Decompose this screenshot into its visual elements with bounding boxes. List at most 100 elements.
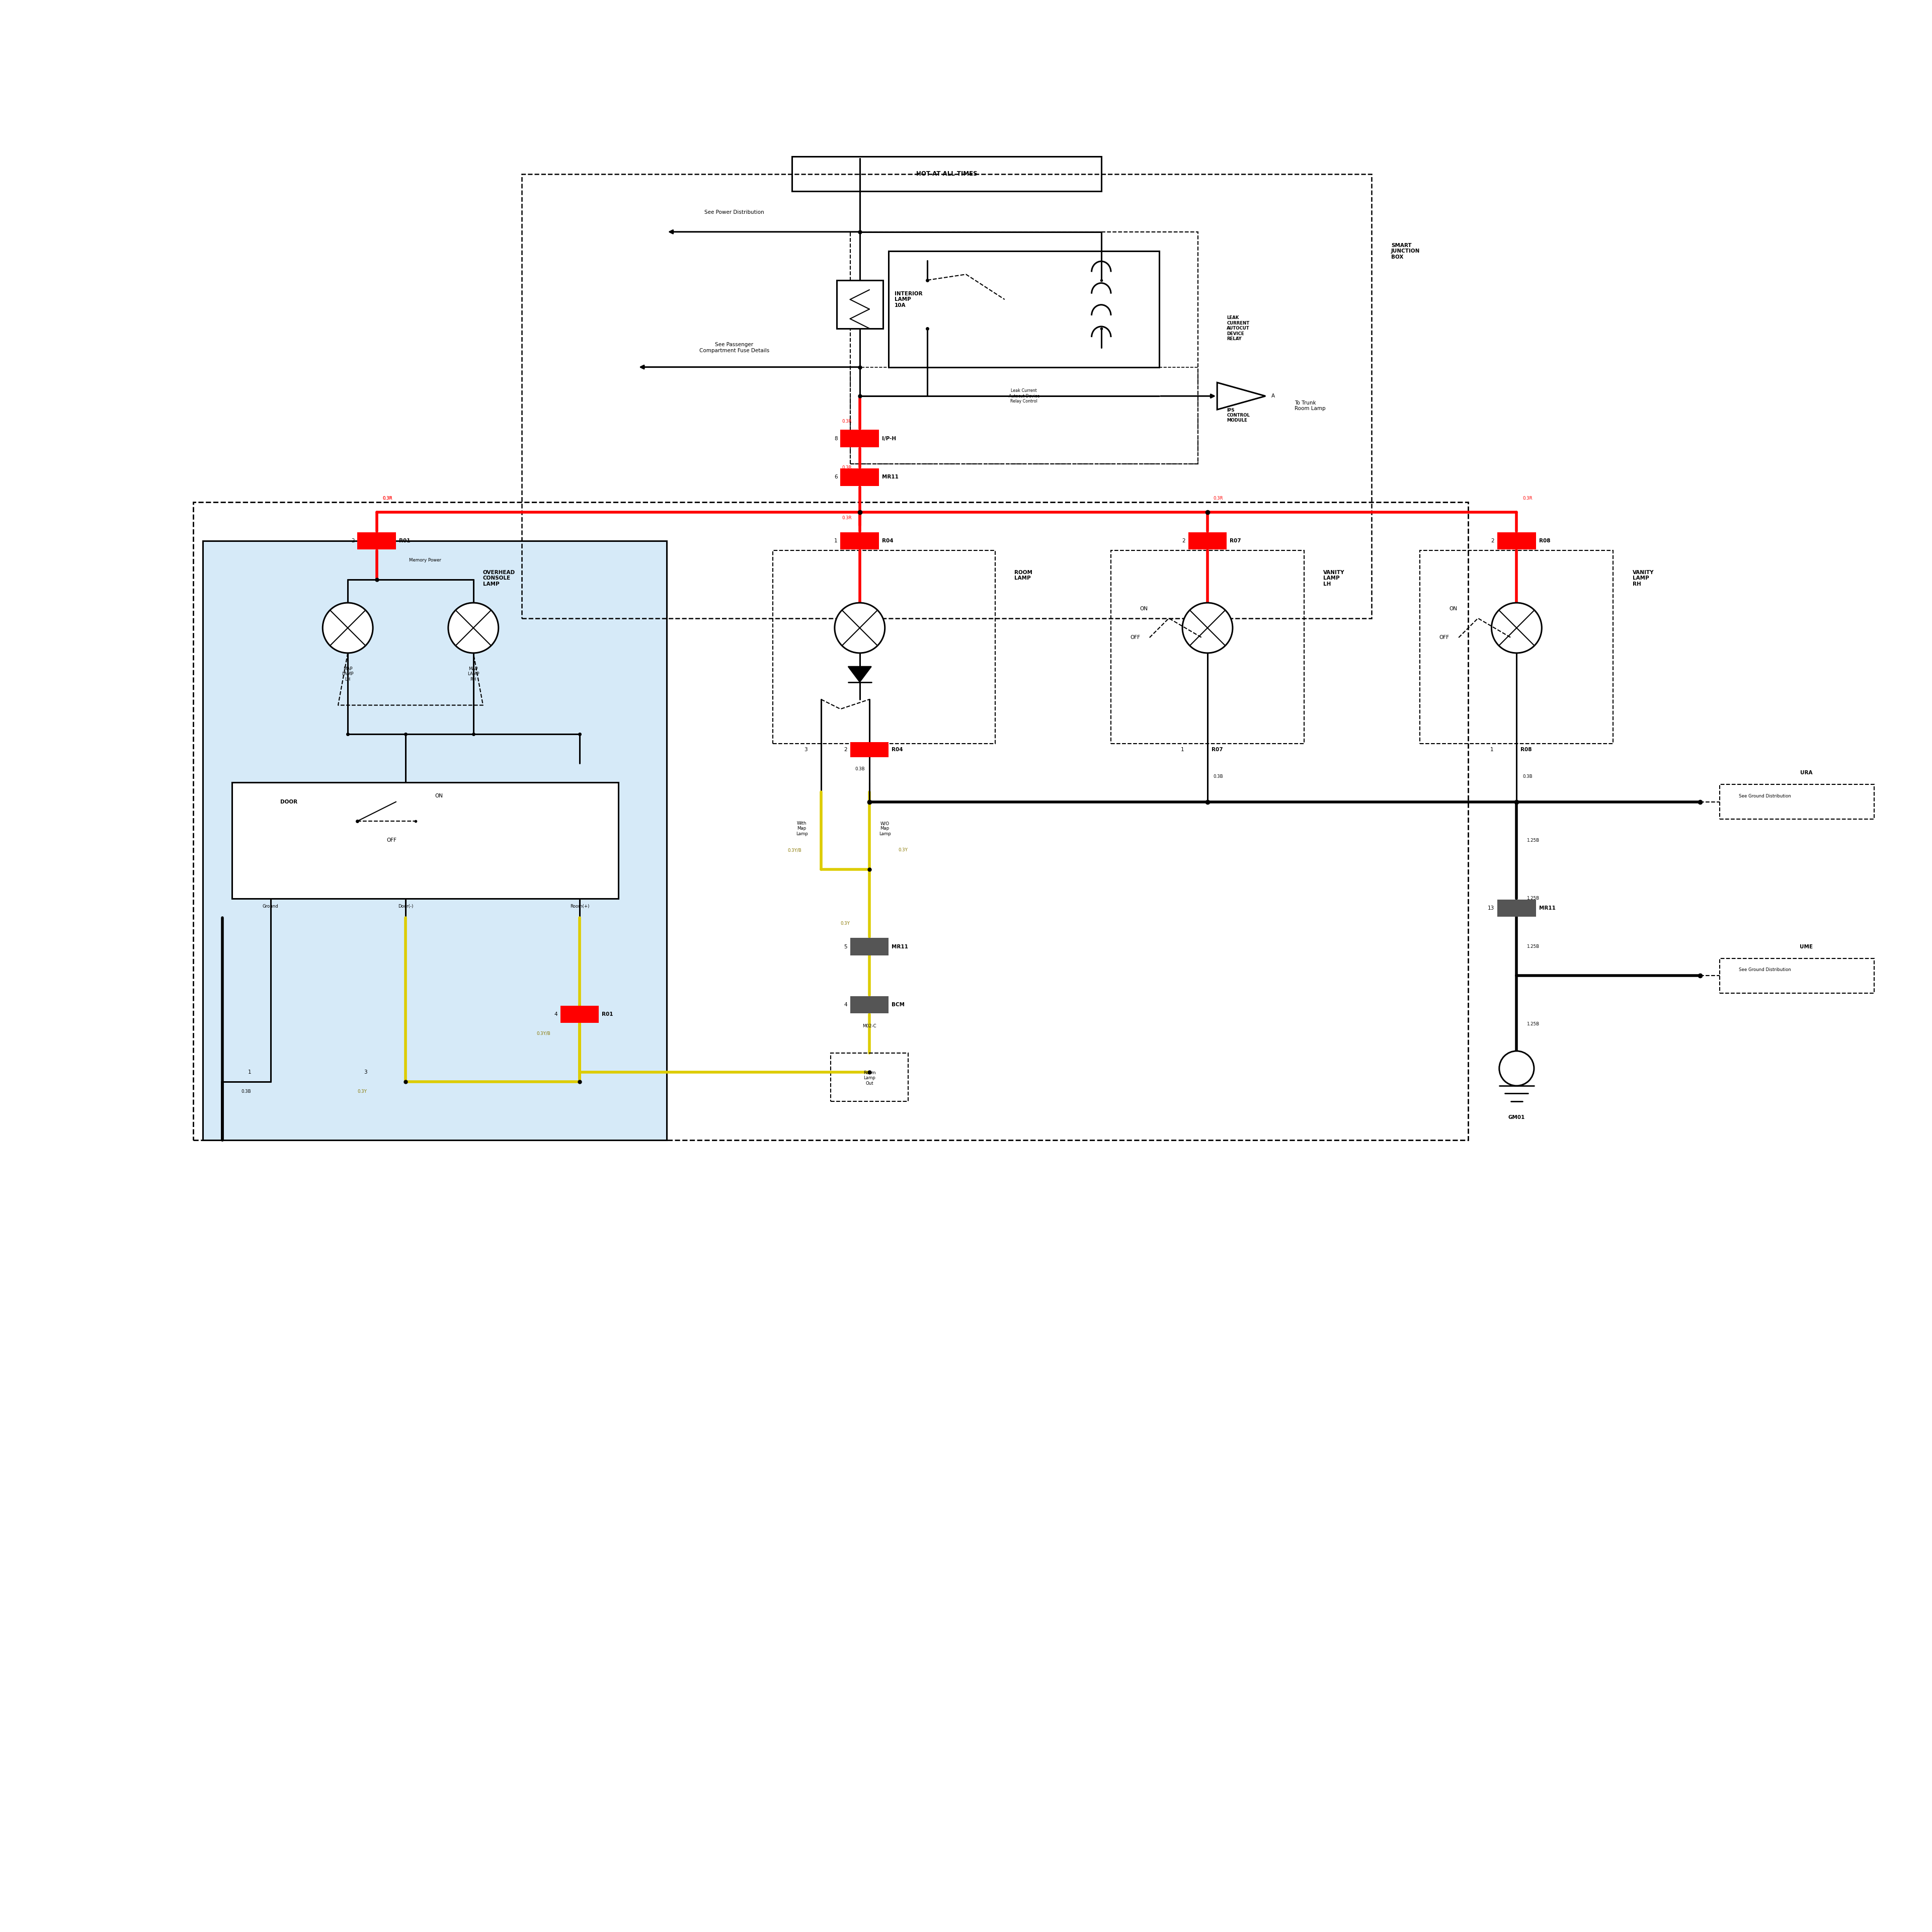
Bar <box>1719 958 1874 993</box>
Text: Memory Power: Memory Power <box>410 558 440 562</box>
Text: MR11: MR11 <box>891 945 908 949</box>
Text: BCM: BCM <box>891 1003 904 1007</box>
Text: LEAK
CURRENT
AUTOCUT
DEVICE
RELAY: LEAK CURRENT AUTOCUT DEVICE RELAY <box>1227 315 1250 342</box>
Text: I/P-H: I/P-H <box>881 437 896 440</box>
Text: INTERIOR
LAMP
10A: INTERIOR LAMP 10A <box>895 292 922 307</box>
Text: URA: URA <box>1801 771 1812 775</box>
Bar <box>193 502 1468 1140</box>
Text: GM01: GM01 <box>1509 1115 1524 1121</box>
Circle shape <box>1499 1051 1534 1086</box>
Bar <box>1420 551 1613 744</box>
Text: SMART
JUNCTION
BOX: SMART JUNCTION BOX <box>1391 243 1420 259</box>
Text: 0.3Y: 0.3Y <box>898 848 908 852</box>
Bar <box>831 1053 908 1101</box>
Text: OFF: OFF <box>1130 636 1140 639</box>
Text: See Passenger
Compartment Fuse Details: See Passenger Compartment Fuse Details <box>699 342 769 354</box>
Text: 1: 1 <box>1490 748 1493 752</box>
Text: A: A <box>1271 394 1275 398</box>
Text: 3: 3 <box>804 748 808 752</box>
Bar <box>850 367 1198 464</box>
Bar <box>840 431 879 448</box>
Text: 2: 2 <box>1182 539 1186 543</box>
Bar <box>203 541 667 1140</box>
Text: R04: R04 <box>891 748 902 752</box>
Text: With
Map
Lamp: With Map Lamp <box>796 821 808 837</box>
Text: See Power Distribution: See Power Distribution <box>705 211 763 214</box>
Text: 0.3B: 0.3B <box>1213 775 1223 779</box>
Text: M02-C: M02-C <box>862 1024 877 1028</box>
Text: W/O
Map
Lamp: W/O Map Lamp <box>879 821 891 837</box>
Text: Leak Current
Autocut Device
Relay Control: Leak Current Autocut Device Relay Contro… <box>1009 388 1039 404</box>
Text: R08: R08 <box>1538 539 1549 543</box>
Text: VANITY
LAMP
RH: VANITY LAMP RH <box>1633 570 1654 587</box>
Text: 0.3B: 0.3B <box>1522 775 1532 779</box>
Bar <box>357 531 396 549</box>
Bar <box>1188 531 1227 549</box>
Text: ON: ON <box>1140 607 1148 611</box>
Bar <box>1111 551 1304 744</box>
Text: ROOM
LAMP: ROOM LAMP <box>1014 570 1032 582</box>
Text: 1.25B: 1.25B <box>1526 945 1540 949</box>
Text: 1: 1 <box>835 539 838 543</box>
Polygon shape <box>1217 383 1265 410</box>
Bar <box>232 782 618 898</box>
Text: 6: 6 <box>835 475 838 479</box>
Text: R07: R07 <box>1211 748 1223 752</box>
Text: 2: 2 <box>1492 539 1495 543</box>
Text: 0.3R: 0.3R <box>1213 497 1223 500</box>
Text: See Ground Distribution: See Ground Distribution <box>1739 794 1791 798</box>
Circle shape <box>1492 603 1542 653</box>
Text: 2: 2 <box>352 539 355 543</box>
Text: 5: 5 <box>844 945 846 949</box>
Text: UME: UME <box>1801 945 1812 949</box>
Text: MR11: MR11 <box>881 475 898 479</box>
Text: 0.3R: 0.3R <box>383 497 392 500</box>
Text: To Trunk
Room Lamp: To Trunk Room Lamp <box>1294 400 1325 412</box>
Text: ON: ON <box>1449 607 1457 611</box>
Text: 0.3R: 0.3R <box>1522 497 1532 500</box>
Circle shape <box>1182 603 1233 653</box>
Text: Ground: Ground <box>263 904 278 908</box>
Text: 13: 13 <box>1488 906 1495 910</box>
Text: 0.3R: 0.3R <box>842 419 852 423</box>
Text: 0.3Y/B: 0.3Y/B <box>788 848 802 852</box>
Text: See Ground Distribution: See Ground Distribution <box>1739 968 1791 972</box>
Bar <box>837 280 883 328</box>
Text: OFF: OFF <box>386 838 396 842</box>
Text: R01: R01 <box>398 539 410 543</box>
Text: 1: 1 <box>247 1070 251 1074</box>
Text: HOT AT ALL TIMES: HOT AT ALL TIMES <box>916 170 978 178</box>
Text: R07: R07 <box>1229 539 1240 543</box>
Text: 1.25B: 1.25B <box>1526 838 1540 842</box>
Bar <box>850 232 1198 464</box>
Text: MAP
LAMP
LH: MAP LAMP LH <box>342 667 354 682</box>
Text: R08: R08 <box>1520 748 1532 752</box>
Text: MR11: MR11 <box>1538 906 1555 910</box>
Text: 1.25B: 1.25B <box>1526 1022 1540 1026</box>
Text: 0.3Y: 0.3Y <box>357 1090 367 1094</box>
Text: 0.3R: 0.3R <box>842 466 852 469</box>
Text: 1: 1 <box>1180 748 1184 752</box>
Text: 4: 4 <box>554 1012 556 1016</box>
Text: Door(-): Door(-) <box>398 904 413 908</box>
Bar <box>1497 531 1536 549</box>
Bar <box>522 174 1372 618</box>
Bar <box>560 1007 599 1024</box>
Text: R01: R01 <box>601 1012 612 1016</box>
Circle shape <box>323 603 373 653</box>
Text: DOOR: DOOR <box>280 800 298 804</box>
Text: VANITY
LAMP
LH: VANITY LAMP LH <box>1323 570 1345 587</box>
Circle shape <box>835 603 885 653</box>
Text: 4: 4 <box>844 1003 846 1007</box>
Text: Room
Lamp
Out: Room Lamp Out <box>864 1070 875 1086</box>
Text: 0.3R: 0.3R <box>383 497 392 500</box>
Bar <box>889 251 1159 367</box>
Text: 0.3B: 0.3B <box>242 1090 251 1094</box>
Bar <box>850 997 889 1012</box>
Bar <box>850 742 889 757</box>
Bar <box>840 468 879 487</box>
Text: 0.3B: 0.3B <box>854 767 866 771</box>
Text: OVERHEAD
CONSOLE
LAMP: OVERHEAD CONSOLE LAMP <box>483 570 516 587</box>
Circle shape <box>448 603 498 653</box>
Bar <box>792 156 1101 191</box>
